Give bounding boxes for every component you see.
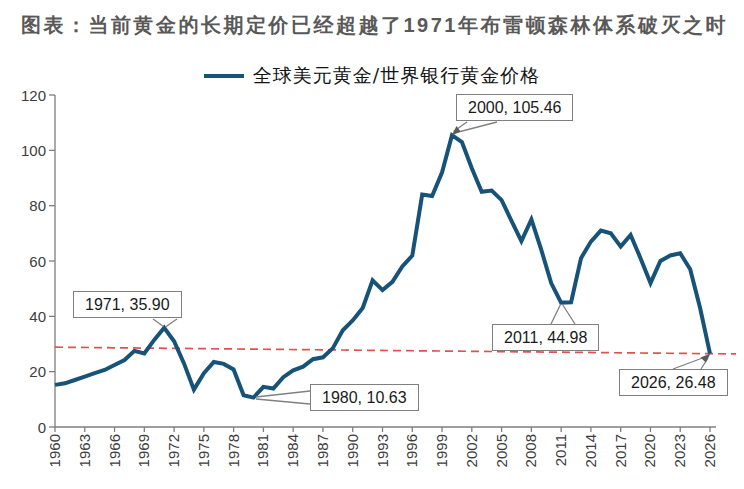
x-tick-label: 1972 (165, 434, 182, 467)
y-tick-label: 100 (21, 142, 46, 159)
callout-2011: 2011, 44.98 (492, 324, 599, 351)
y-tick-label: 60 (29, 253, 46, 270)
callout-1980: 1980, 10.63 (310, 384, 419, 411)
y-tick-label: 20 (29, 363, 46, 380)
trend-line (55, 347, 736, 354)
callout-1971: 1971, 35.90 (73, 291, 182, 318)
y-tick-label: 0 (38, 419, 46, 436)
x-axis-ticks: 1960 1963 1966 1969 1972 1975 1978 1981 1984 1987… (46, 427, 718, 467)
callout-2000: 2000, 105.46 (456, 94, 573, 121)
x-tick-label: 1981 (254, 434, 271, 467)
x-tick-label: 1966 (106, 434, 123, 467)
x-tick-label: 2008 (522, 434, 539, 467)
y-tick-label: 80 (29, 197, 46, 214)
x-tick-label: 2005 (493, 434, 510, 467)
x-tick-label: 1975 (195, 434, 212, 467)
x-tick-label: 1990 (344, 434, 361, 467)
x-tick-label: 2017 (612, 434, 629, 467)
arrowhead-2026 (701, 354, 711, 363)
y-tick-label: 40 (29, 308, 46, 325)
x-tick-label: 2026 (701, 434, 718, 467)
x-tick-label: 1969 (135, 434, 152, 467)
x-tick-label: 2020 (641, 434, 658, 467)
chart-canvas: 0 20 40 60 80 100 120 1960 1963 1966 1969 1972 1975… (0, 0, 744, 489)
x-tick-label: 1963 (76, 434, 93, 467)
x-tick-label: 2002 (463, 434, 480, 467)
x-tick-label: 1978 (225, 434, 242, 467)
callout-2026: 2026, 26.48 (619, 369, 728, 396)
x-tick-label: 2023 (671, 434, 688, 467)
x-tick-label: 1993 (374, 434, 391, 467)
x-tick-label: 1984 (284, 434, 301, 467)
x-tick-label: 1960 (46, 434, 63, 467)
axes (55, 95, 716, 427)
x-tick-label: 1996 (403, 434, 420, 467)
chart-figure: 图表：当前黄金的长期定价已经超越了1971年布雷顿森林体系破灭之时 全球美元黄金… (0, 0, 744, 489)
price-line (55, 135, 710, 397)
x-tick-label: 2011 (552, 434, 569, 466)
callout-leaders (153, 122, 711, 404)
x-tick-label: 1987 (314, 434, 331, 467)
y-tick-label: 120 (21, 87, 46, 104)
x-tick-label: 2014 (582, 434, 599, 467)
x-tick-label: 1999 (433, 434, 450, 467)
y-axis-ticks: 0 20 40 60 80 100 120 (21, 87, 55, 436)
